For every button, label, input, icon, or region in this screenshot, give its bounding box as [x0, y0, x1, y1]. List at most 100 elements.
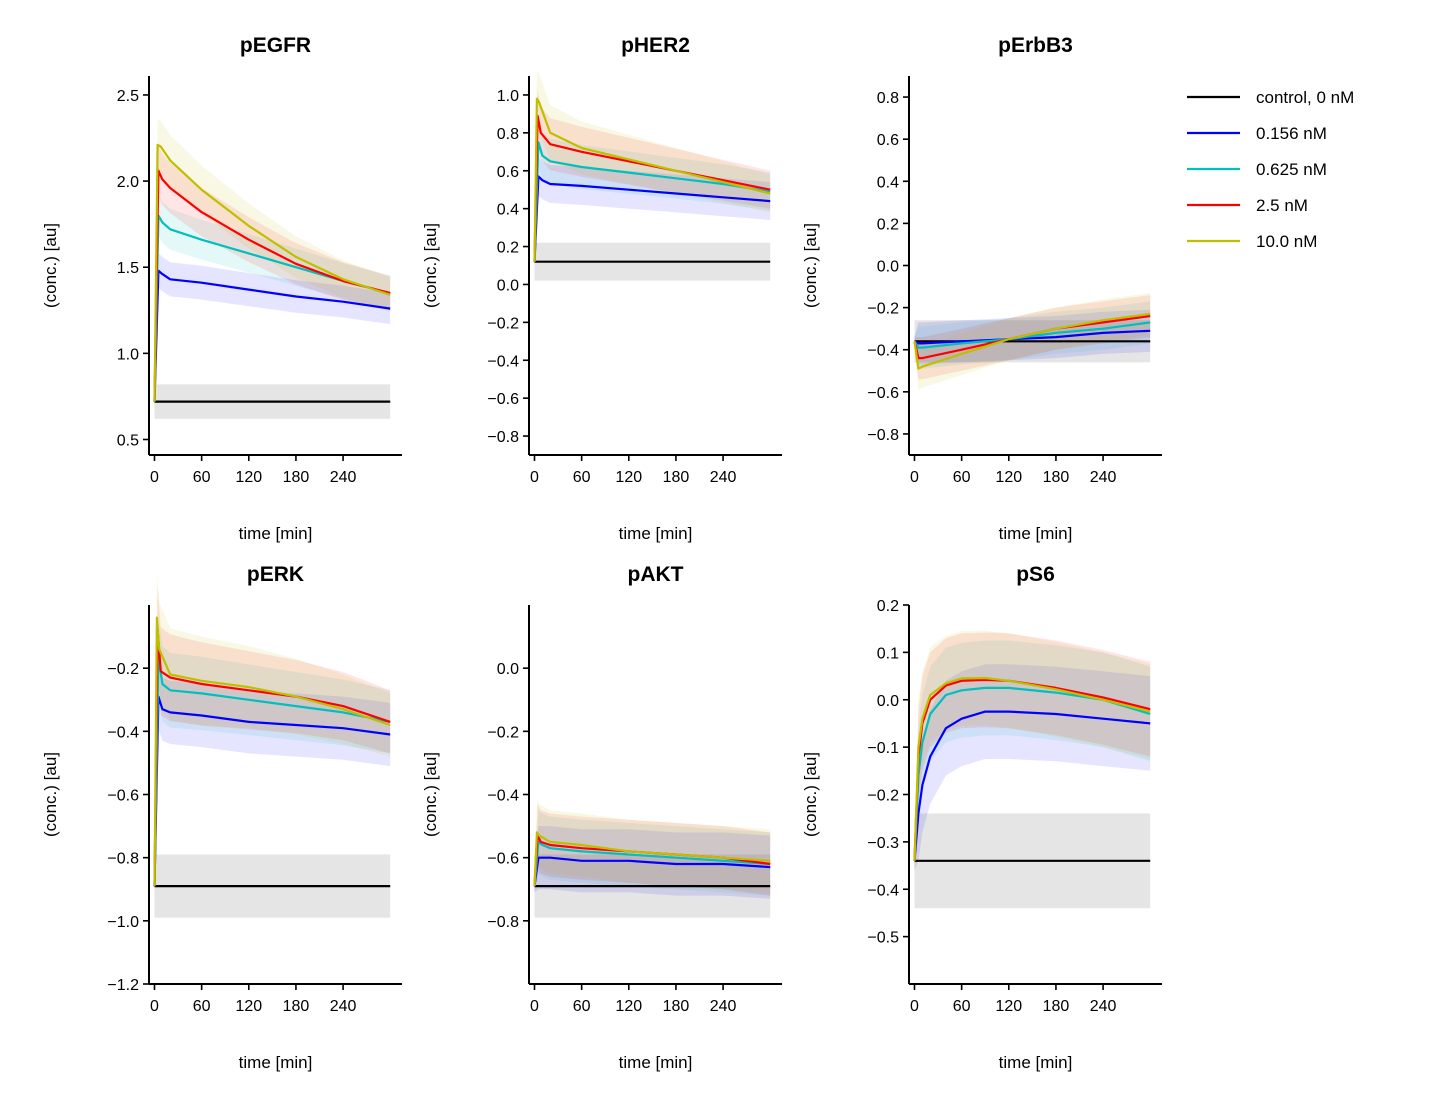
- y-tick-label: 0.6: [497, 164, 519, 181]
- band-10.0-nM: [154, 119, 391, 405]
- y-tick-label: 1.0: [497, 88, 519, 105]
- series-line-10.0-nM: [533, 97, 771, 262]
- series-line-10.0-nM: [153, 143, 391, 402]
- series-line-0.156-nM: [153, 269, 391, 402]
- y-axis-label: (conc.) [au]: [421, 752, 440, 837]
- y-axis-label: (conc.) [au]: [801, 223, 820, 308]
- panel-title: pERK: [247, 563, 304, 586]
- y-tick-label: −0.1: [867, 740, 899, 757]
- y-tick-label: −0.6: [107, 788, 139, 805]
- band-10.0-nM: [534, 800, 771, 893]
- series-line-0.156-nM: [153, 695, 391, 887]
- y-tick-label: −0.8: [487, 429, 519, 446]
- x-tick-label: 180: [283, 469, 310, 486]
- x-tick-label: 120: [615, 469, 642, 486]
- series-line-10.0-nM: [913, 312, 1151, 370]
- band-0.156-nM: [534, 157, 771, 266]
- x-tick-label: 180: [1043, 998, 1070, 1015]
- series-line-0.625-nM: [913, 686, 1151, 861]
- y-tick-label: 0.8: [877, 90, 899, 107]
- y-tick-label: 0.6: [877, 132, 899, 149]
- series-line-10.0-nM: [153, 616, 391, 887]
- y-tick-label: 0.0: [877, 259, 899, 276]
- y-axis-label: (conc.) [au]: [41, 752, 60, 837]
- y-tick-label: −0.5: [867, 930, 899, 947]
- y-tick-label: −0.2: [487, 724, 519, 741]
- y-tick-label: −0.6: [487, 851, 519, 868]
- x-tick-label: 120: [235, 998, 262, 1015]
- band-10.0-nM: [154, 570, 391, 893]
- x-tick-label: 60: [573, 469, 591, 486]
- y-axis-label: (conc.) [au]: [801, 752, 820, 837]
- y-tick-label: −1.2: [107, 977, 139, 994]
- x-tick-label: 180: [1043, 469, 1070, 486]
- y-tick-label: −0.4: [487, 788, 519, 805]
- x-tick-label: 60: [193, 998, 211, 1015]
- x-tick-label: 60: [953, 998, 971, 1015]
- y-tick-label: 0.1: [877, 645, 899, 662]
- x-tick-label: 240: [330, 998, 357, 1015]
- legend-item: 0.625 nM: [1187, 160, 1327, 179]
- band-2.5-nM: [914, 632, 1151, 871]
- x-tick-label: 0: [910, 469, 919, 486]
- x-tick-label: 180: [283, 998, 310, 1015]
- series-line-0.625-nM: [533, 141, 771, 262]
- x-tick-label: 240: [1090, 998, 1117, 1015]
- x-tick-label: 0: [530, 469, 539, 486]
- y-axis-label: (conc.) [au]: [41, 223, 60, 308]
- y-tick-label: −0.4: [487, 353, 519, 370]
- x-tick-label: 0: [910, 998, 919, 1015]
- series-line-10.0-nM: [913, 676, 1151, 861]
- x-tick-label: 0: [150, 469, 159, 486]
- y-tick-label: 0.5: [117, 432, 139, 449]
- y-tick-label: 0.4: [497, 202, 519, 219]
- panel-pHER2: −0.8 −0.6 −0.4 −0.2 0.0 0.2 0.4 0.6 0.8 1.0 0 60 120…: [421, 34, 782, 543]
- band-0.156-nM: [154, 665, 391, 893]
- x-tick-label: 60: [573, 998, 591, 1015]
- legend-label: 10.0 nM: [1256, 232, 1317, 251]
- y-tick-label: 1.5: [117, 260, 139, 277]
- y-axis-label: (conc.) [au]: [421, 223, 440, 308]
- x-tick-label: 180: [663, 469, 690, 486]
- y-tick-label: 1.0: [117, 346, 139, 363]
- x-tick-label: 0: [530, 998, 539, 1015]
- y-tick-label: −0.6: [867, 385, 899, 402]
- series-line-10.0-nM: [533, 831, 771, 887]
- x-tick-label: 240: [710, 998, 737, 1015]
- x-axis-label: time [min]: [999, 1053, 1073, 1072]
- y-tick-label: −0.8: [487, 914, 519, 931]
- series-line-0.156-nM: [913, 710, 1151, 861]
- panels: 0.5 1.0 1.5 2.0 2.5 0 60 120 180 240 pEGFR time [mi…: [41, 34, 1162, 1072]
- y-tick-label: −0.6: [487, 391, 519, 408]
- band-0.625-nM: [154, 194, 391, 405]
- x-tick-label: 240: [330, 469, 357, 486]
- y-tick-label: −0.2: [867, 301, 899, 318]
- panel-title: pEGFR: [240, 34, 311, 57]
- y-tick-label: −1.0: [107, 914, 139, 931]
- y-tick-label: 0.2: [877, 598, 899, 615]
- x-tick-label: 120: [615, 998, 642, 1015]
- panel-pERK: −1.2 −1.0 −0.8 −0.6 −0.4 −0.2 0 60 120 180 240 pERK…: [41, 563, 402, 1072]
- y-tick-label: 0.0: [497, 661, 519, 678]
- series-line-0.156-nM: [533, 175, 771, 262]
- y-tick-label: 0.2: [877, 216, 899, 233]
- y-tick-label: −0.8: [107, 851, 139, 868]
- series-line-2.5-nM: [153, 169, 391, 402]
- panel-title: pS6: [1016, 563, 1055, 586]
- x-tick-label: 60: [193, 469, 211, 486]
- legend-label: control, 0 nM: [1256, 88, 1354, 107]
- y-tick-label: −0.2: [867, 788, 899, 805]
- band-2.5-nM: [534, 89, 771, 266]
- x-axis-label: time [min]: [239, 1053, 313, 1072]
- y-tick-label: −0.4: [867, 882, 899, 899]
- x-tick-label: 120: [235, 469, 262, 486]
- x-tick-label: 120: [995, 469, 1022, 486]
- x-tick-label: 240: [1090, 469, 1117, 486]
- panel-title: pErbB3: [998, 34, 1073, 57]
- legend-item: control, 0 nM: [1187, 88, 1354, 107]
- y-tick-label: −0.8: [867, 427, 899, 444]
- panel-pAKT: −0.8 −0.6 −0.4 −0.2 0.0 0 60 120 180 240 pAKT time …: [421, 563, 782, 1072]
- y-tick-label: 0.8: [497, 126, 519, 143]
- series-line-0.625-nM: [913, 321, 1151, 349]
